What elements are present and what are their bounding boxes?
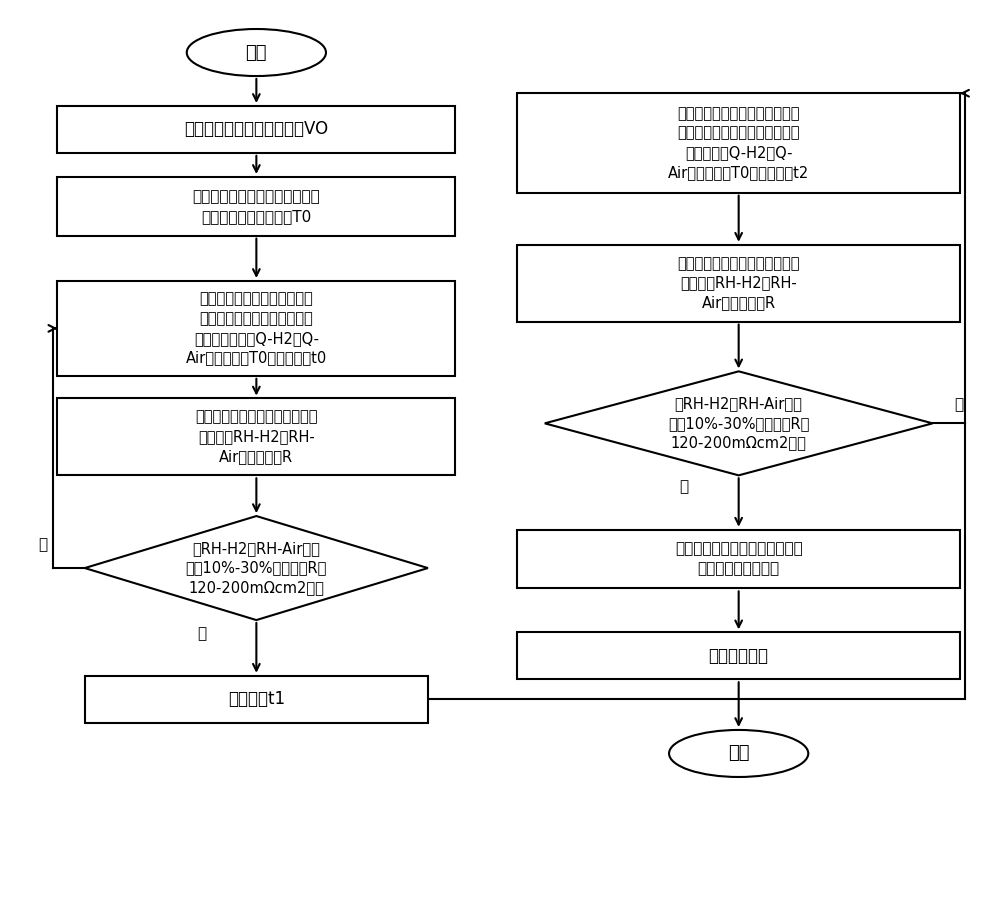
Text: 否: 否 xyxy=(954,398,964,412)
Polygon shape xyxy=(85,516,428,620)
FancyBboxPatch shape xyxy=(85,676,428,723)
FancyBboxPatch shape xyxy=(57,399,455,475)
Text: 阳极和阴极分别通氢气和氧气
进行吹扫，其中氢气与氧气的
体积流量分别为Q-H2，Q-
Air，温度均为T0，吹扫时间t0: 阳极和阴极分别通氢气和氧气 进行吹扫，其中氢气与氧气的 体积流量分别为Q-H2，… xyxy=(186,291,327,366)
Text: 是: 是 xyxy=(679,480,689,494)
Text: 若RH-H2，RH-Air的值
均在10%-30%之间，且R在
120-200mΩcm2之间: 若RH-H2，RH-Air的值 均在10%-30%之间，且R在 120-200m… xyxy=(186,541,327,595)
Text: 检测电堆阳极和阴极出口气体的
相对湿度RH-H2，RH-
Air和电堆内阻R: 检测电堆阳极和阴极出口气体的 相对湿度RH-H2，RH- Air和电堆内阻R xyxy=(195,410,318,464)
FancyBboxPatch shape xyxy=(57,106,455,153)
Ellipse shape xyxy=(187,29,326,76)
Text: 否: 否 xyxy=(38,537,47,551)
Text: 控制电堆冷却液循环系统，保持
电堆冷却液出口温度为T0: 控制电堆冷却液循环系统，保持 电堆冷却液出口温度为T0 xyxy=(192,189,320,224)
Ellipse shape xyxy=(669,730,808,777)
Text: 停止吹扫t1: 停止吹扫t1 xyxy=(228,690,285,708)
Text: 停机吹扫完成: 停机吹扫完成 xyxy=(709,647,769,665)
Text: 结束: 结束 xyxy=(728,744,749,763)
Polygon shape xyxy=(545,371,933,475)
Text: 是: 是 xyxy=(197,627,206,642)
FancyBboxPatch shape xyxy=(57,177,455,236)
Text: 阳极和阴极分别通氢气和氧气进
行吹扫，其中氢气与氧气的体积
流量分别为Q-H2，Q-
Air，温度均为T0，吹扫时间t2: 阳极和阴极分别通氢气和氧气进 行吹扫，其中氢气与氧气的体积 流量分别为Q-H2，… xyxy=(668,106,809,180)
FancyBboxPatch shape xyxy=(517,530,960,589)
FancyBboxPatch shape xyxy=(517,93,960,193)
Text: 正常运行的电堆降载至开路VO: 正常运行的电堆降载至开路VO xyxy=(184,120,328,138)
FancyBboxPatch shape xyxy=(517,632,960,679)
Text: 检测电堆阳极和阴极出口气体的
相对湿度RH-H2，RH-
Air和电堆内阻R: 检测电堆阳极和阴极出口气体的 相对湿度RH-H2，RH- Air和电堆内阻R xyxy=(677,256,800,310)
Text: 若RH-H2，RH-Air的值
均在10%-30%之间，且R在
120-200mΩcm2之间: 若RH-H2，RH-Air的值 均在10%-30%之间，且R在 120-200m… xyxy=(668,396,809,450)
Text: 停止吹扫，接入外部负载，降低
电堆电压至安全电压: 停止吹扫，接入外部负载，降低 电堆电压至安全电压 xyxy=(675,541,803,576)
FancyBboxPatch shape xyxy=(517,245,960,321)
FancyBboxPatch shape xyxy=(57,281,455,376)
Text: 开始: 开始 xyxy=(246,44,267,62)
